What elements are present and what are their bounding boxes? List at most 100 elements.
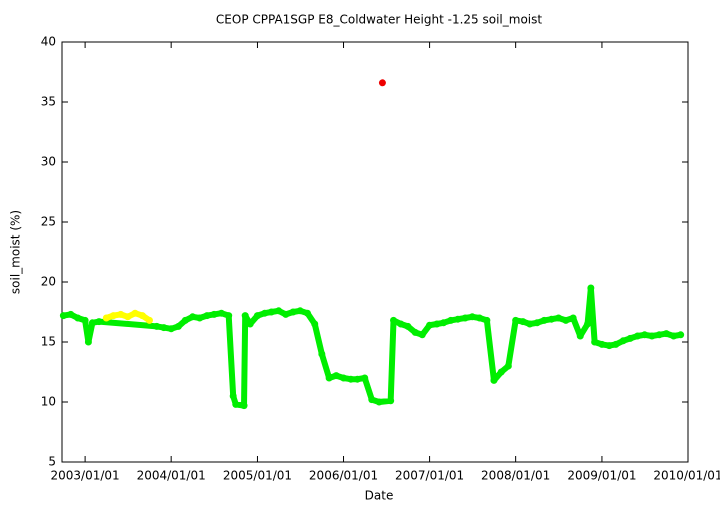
data-point (648, 332, 656, 340)
data-point (261, 309, 269, 317)
x-tick-label: 2004/01/01 (137, 469, 206, 483)
y-tick-label: 35 (41, 95, 56, 109)
data-point (612, 340, 620, 348)
data-point (662, 330, 670, 338)
x-tick-label: 2008/01/01 (481, 469, 550, 483)
data-point (253, 312, 261, 320)
data-point (641, 331, 649, 339)
y-tick-label: 10 (41, 395, 56, 409)
data-point (626, 334, 634, 342)
data-point (447, 316, 455, 324)
data-point (490, 376, 498, 384)
data-point (418, 331, 426, 339)
y-tick-label: 15 (41, 335, 56, 349)
data-point (576, 332, 584, 340)
y-tick-label: 40 (41, 35, 56, 49)
data-point (497, 368, 505, 376)
data-point (210, 310, 218, 318)
x-tick-label: 2006/01/01 (309, 469, 378, 483)
data-point (519, 318, 527, 326)
chart-title: CEOP CPPA1SGP E8_Coldwater Height -1.25 … (216, 13, 542, 27)
data-point (225, 312, 233, 320)
data-point (353, 375, 361, 383)
data-point (619, 337, 627, 345)
x-tick-label: 2003/01/01 (51, 469, 120, 483)
data-point (318, 350, 326, 358)
data-point (109, 312, 117, 320)
data-point (117, 310, 125, 318)
data-point (375, 398, 383, 406)
data-point (533, 319, 541, 327)
data-point (634, 332, 642, 340)
data-point (240, 402, 248, 410)
y-tick-label: 25 (41, 215, 56, 229)
data-point (303, 309, 311, 317)
data-point (361, 374, 369, 382)
data-point (512, 316, 520, 324)
data-point (390, 316, 398, 324)
data-point (88, 319, 96, 327)
data-point (332, 372, 340, 380)
data-point (397, 320, 405, 328)
data-point (59, 312, 67, 320)
data-point (655, 331, 663, 339)
data-point (81, 316, 89, 324)
plot-frame (61, 41, 689, 463)
data-point (347, 375, 355, 383)
data-point (605, 342, 613, 350)
y-tick-label: 5 (48, 455, 56, 469)
data-point (670, 332, 678, 340)
data-point (426, 321, 434, 329)
data-point (282, 310, 290, 318)
data-point (340, 374, 348, 382)
data-point (296, 307, 304, 315)
data-point (95, 318, 103, 326)
data-point (540, 316, 548, 324)
data-point (203, 312, 211, 320)
x-tick-label: 2010/01/01 (653, 469, 720, 483)
data-point (368, 396, 376, 404)
data-point (547, 315, 555, 323)
x-tick-label: 2007/01/01 (395, 469, 464, 483)
data-point (526, 320, 534, 328)
data-point (174, 322, 182, 330)
data-point (591, 338, 599, 346)
y-axis-label: soil_moist (%) (9, 210, 23, 294)
data-point (504, 362, 512, 370)
data-point (387, 397, 395, 405)
data-point (584, 320, 592, 328)
data-point (167, 325, 175, 333)
series-line (62, 285, 682, 409)
data-point (311, 320, 319, 328)
data-point (138, 312, 146, 320)
data-point (217, 309, 225, 317)
data-point (196, 314, 204, 322)
data-point (160, 324, 168, 332)
data-point (275, 307, 283, 315)
x-axis-label: Date (365, 489, 394, 503)
data-point (555, 314, 563, 322)
data-point (267, 308, 275, 316)
data-point (189, 313, 197, 321)
data-point (454, 315, 462, 323)
data-point (229, 392, 237, 400)
data-point (102, 314, 110, 322)
data-point (587, 284, 595, 292)
data-point (439, 319, 447, 327)
data-point (562, 316, 570, 324)
data-point (84, 338, 92, 346)
data-point (74, 314, 82, 322)
data-point (241, 312, 249, 320)
data-point (124, 313, 132, 321)
y-tick-label: 30 (41, 155, 56, 169)
y-tick-label: 20 (41, 275, 56, 289)
data-point (181, 316, 189, 324)
data-point (325, 374, 333, 382)
data-point (145, 316, 153, 324)
data-point (677, 331, 685, 339)
data-point (598, 340, 606, 348)
data-point (131, 309, 139, 317)
data-point (468, 313, 476, 321)
data-point (153, 322, 161, 330)
